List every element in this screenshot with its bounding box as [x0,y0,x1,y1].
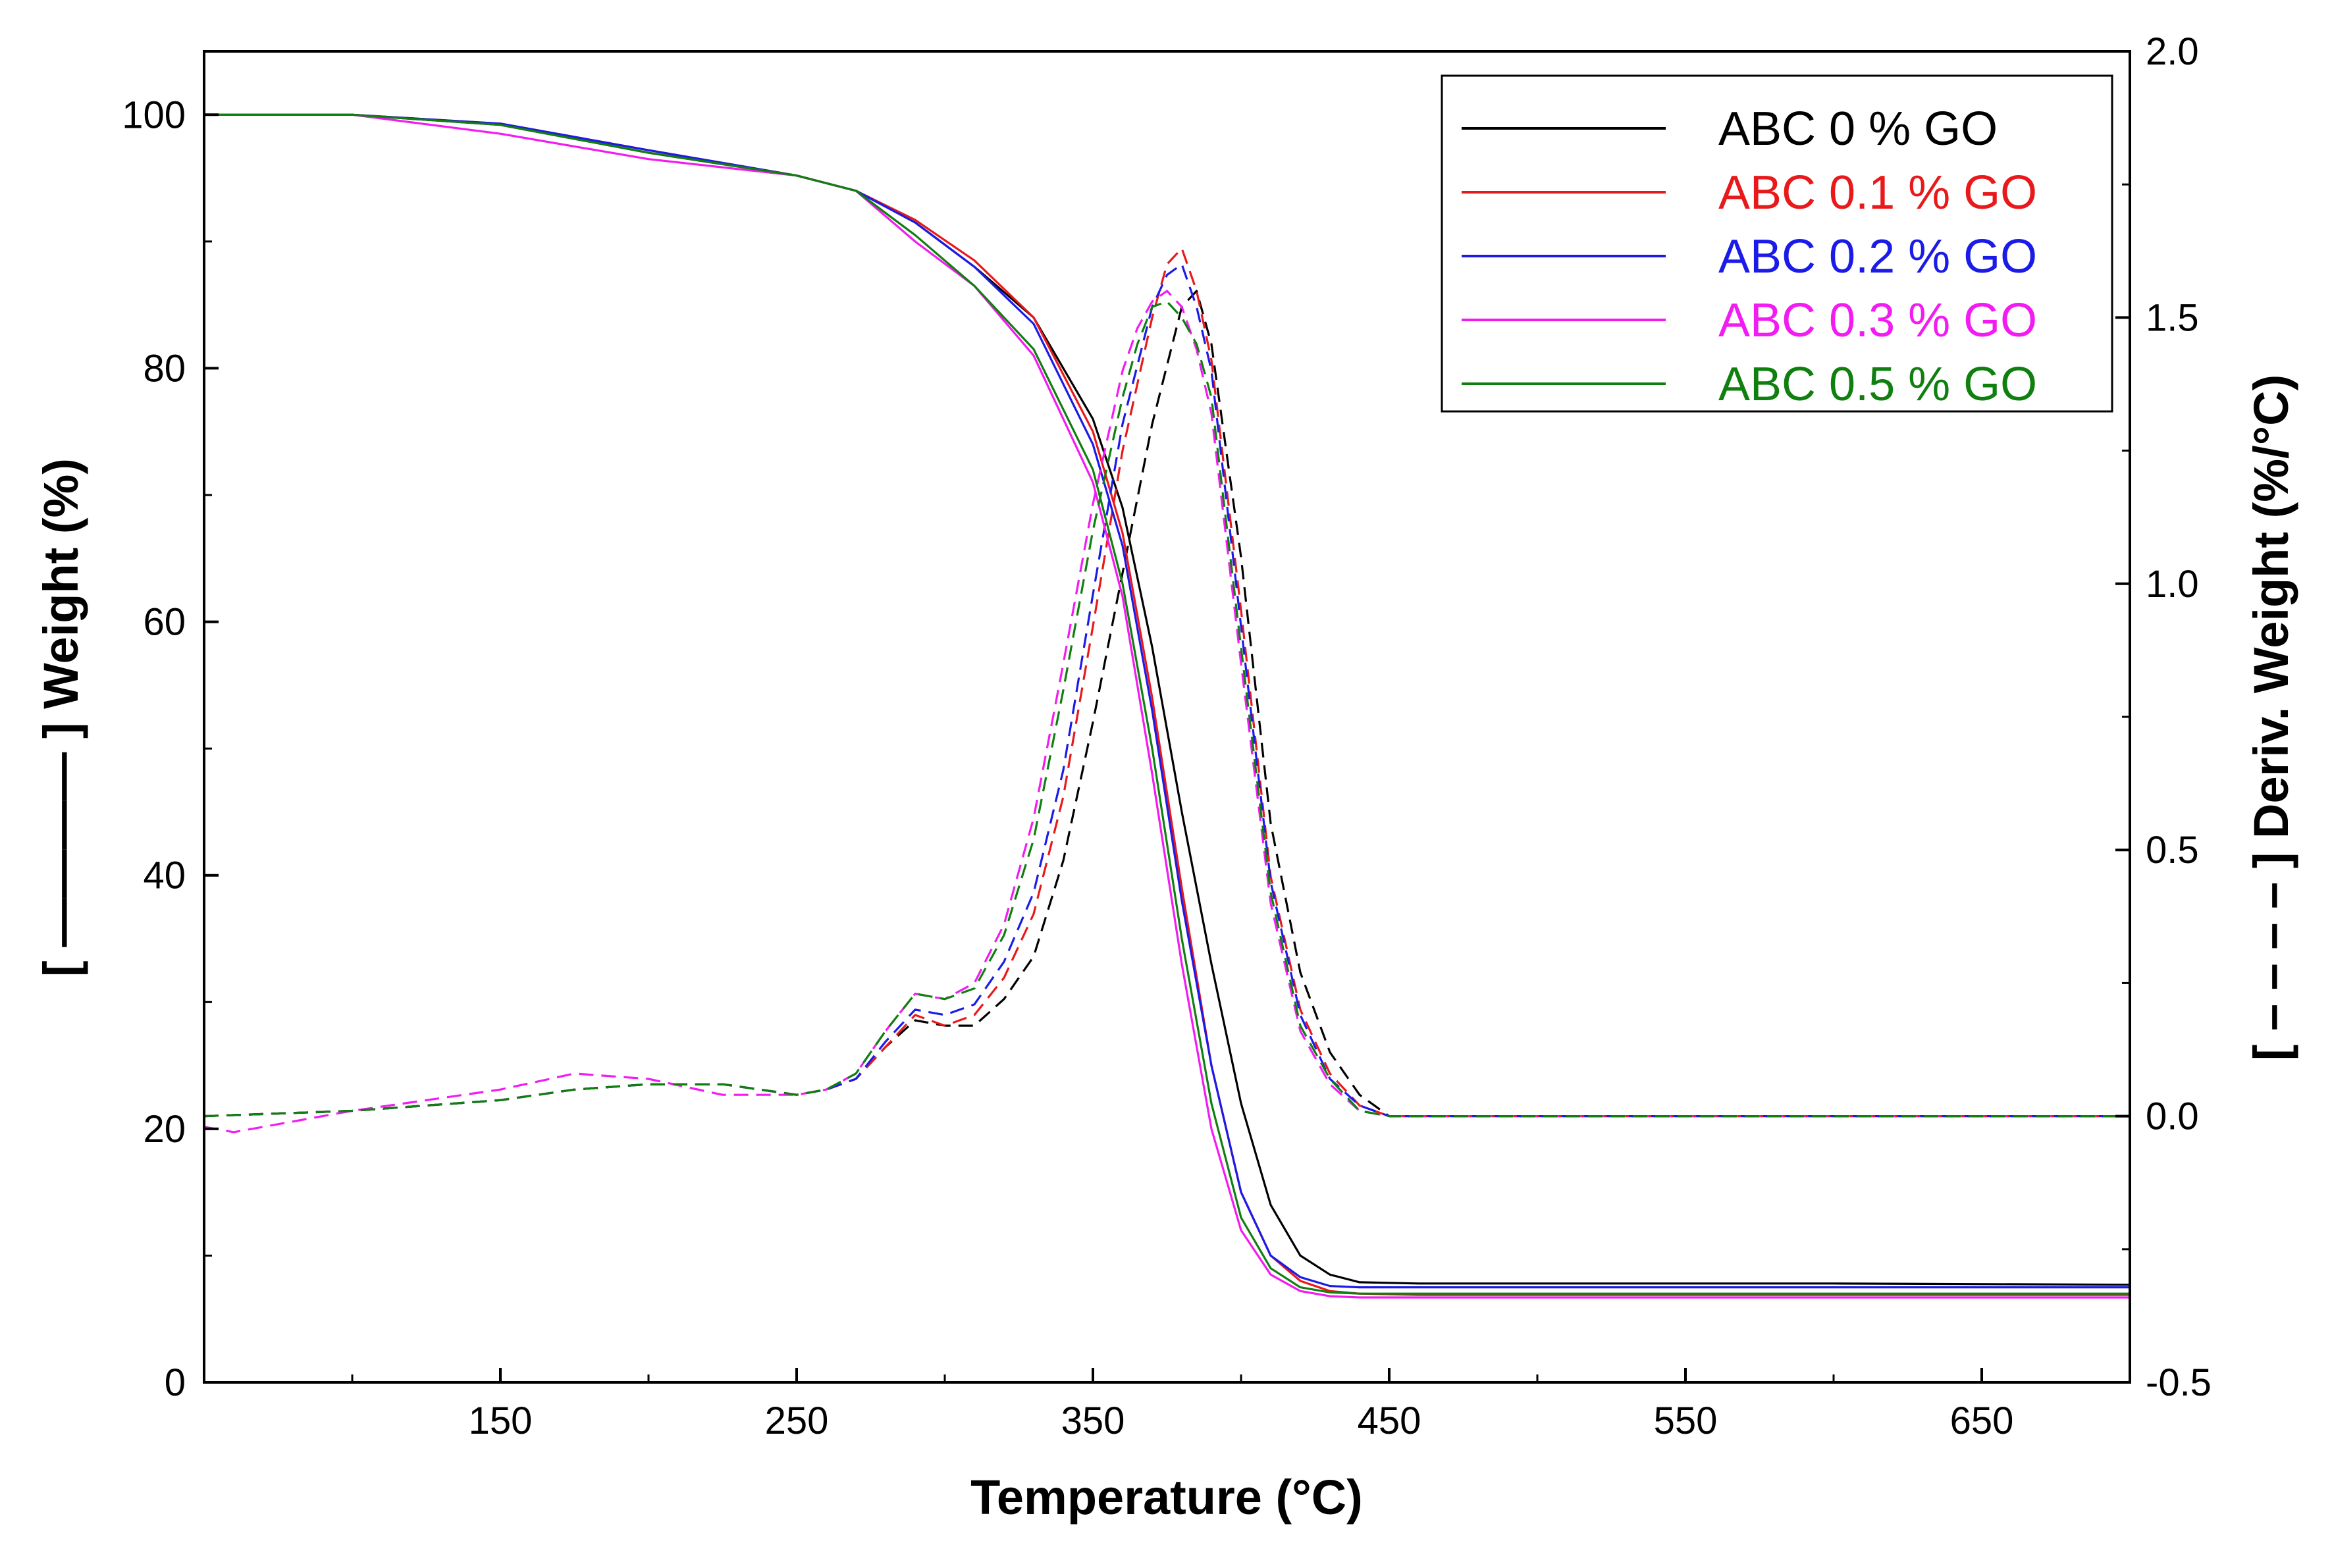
legend-label-1: ABC 0.1 % GO [1718,167,2037,219]
y-right-tick-label: 0.0 [2146,1095,2199,1138]
weight-curve-3 [204,113,2130,1299]
y-left-tick-label: 0 [165,1361,186,1404]
y-right-tick-label: 0.5 [2146,829,2199,872]
x-tick-label: 250 [765,1399,829,1442]
x-tick-label: 550 [1654,1399,1718,1442]
y-left-tick-label: 60 [143,601,186,644]
y-right-axis-title: [ – – – – ] Deriv. Weight (%/°C) [2244,375,2298,1061]
x-tick-label: 150 [469,1399,533,1442]
y-right-tick-label: -0.5 [2146,1361,2212,1404]
plot-frame [203,50,2131,1384]
ticks-layer: 150 250 350 450 550 650 0 20 40 60 80 100 -0.5 0.0 0.5… [122,30,2212,1442]
legend-label-4: ABC 0.5 % GO [1718,358,2037,411]
legend: ABC 0 % GO ABC 0.1 % GO ABC 0.2 % GO ABC 0.… [1441,74,2113,413]
series-layer [203,113,2131,1299]
y-right-tick-label: 2.0 [2146,30,2199,73]
y-left-tick-label: 80 [143,347,186,390]
legend-box [1441,74,2113,413]
y-right-tick-label: 1.0 [2146,563,2199,606]
derivative-curve-4 [203,300,2130,1118]
legend-label-0: ABC 0 % GO [1718,103,1998,155]
x-tick-label: 350 [1061,1399,1125,1442]
x-axis-title: Temperature (°C) [970,1470,1363,1525]
y-left-tick-label: 20 [143,1108,186,1151]
y-right-tick-label: 1.5 [2146,296,2199,339]
y-left-tick-label: 40 [143,854,186,897]
x-tick-label: 450 [1358,1399,1421,1442]
legend-label-3: ABC 0.3 % GO [1718,294,2037,347]
derivative-curve-0 [203,290,2130,1118]
y-left-tick-label: 100 [122,93,186,136]
y-left-axis-title: [ ———— ] Weight (%) [34,458,88,977]
legend-label-2: ABC 0.2 % GO [1718,230,2037,283]
weight-curve-4 [204,113,2130,1295]
x-tick-label: 650 [1950,1399,2014,1442]
